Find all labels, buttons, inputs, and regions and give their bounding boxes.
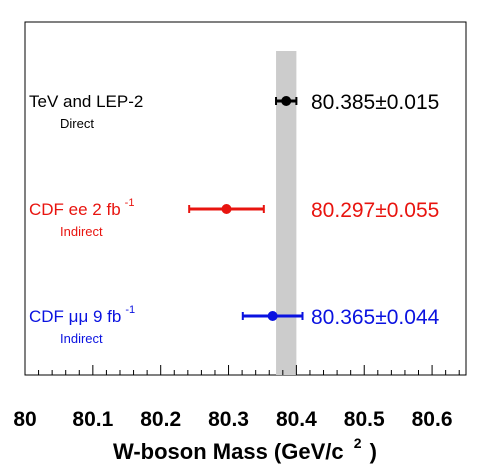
plot-frame (24, 21, 467, 376)
measurement-point (267, 311, 278, 321)
x-tick-label: 80.2 (140, 408, 181, 431)
x-tick-label: 80.3 (208, 408, 249, 431)
x-tick-label: 80.6 (412, 408, 453, 431)
x-axis-label-sup: 2 (354, 435, 362, 451)
measurement-label: CDF ee 2 fb -1 (29, 197, 134, 219)
measurement-sublabel: Indirect (60, 224, 103, 239)
x-tick-label: 80.5 (344, 408, 385, 431)
measurement-point (281, 96, 292, 106)
measurement-label-text: CDF μμ 9 fb (29, 307, 121, 326)
x-tick-label: 80.1 (72, 408, 113, 431)
x-tick-label: 80.4 (276, 408, 317, 431)
measurement-value-label: 80.365±0.044 (311, 306, 440, 329)
measurement-point (221, 204, 232, 214)
x-tick-label: 80 (13, 408, 36, 431)
measurement-label: TeV and LEP-2 (29, 92, 143, 111)
measurement-label: CDF μμ 9 fb -1 (29, 304, 135, 326)
x-axis-label: W-boson Mass (GeV/c 2 ) (113, 428, 377, 464)
measurement-sublabel: Direct (60, 116, 94, 131)
measurement-label-text: CDF ee 2 fb (29, 200, 121, 219)
measurement-label-sup: -1 (125, 197, 135, 209)
x-axis-label-main: W-boson Mass (GeV/c (113, 439, 344, 464)
measurement-sublabel: Indirect (60, 331, 103, 346)
measurement-label-sup: -1 (125, 304, 135, 316)
x-axis-label-close: ) (370, 439, 377, 464)
measurement-label-text: TeV and LEP-2 (29, 92, 143, 111)
measurement-value-label: 80.297±0.055 (311, 199, 439, 222)
measurement-value-label: 80.385±0.015 (311, 91, 439, 114)
world-average-band (276, 51, 297, 375)
